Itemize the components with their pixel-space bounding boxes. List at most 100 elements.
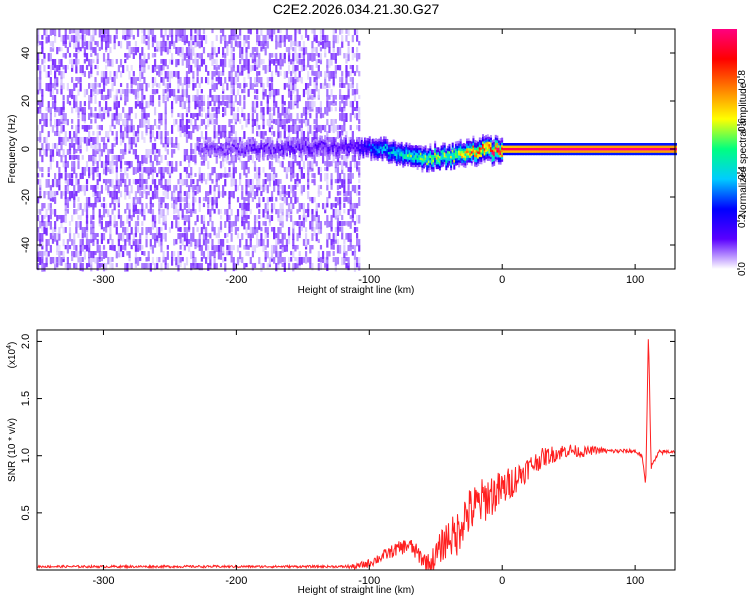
spectrogram-ridge-cell (250, 151, 253, 155)
spectrogram-ridge-cell (384, 138, 387, 142)
spectrogram-cell (292, 65, 295, 74)
spectrogram-cell (304, 119, 308, 127)
spectrogram-ridge-cell (215, 146, 218, 149)
spectrogram-cell (338, 65, 342, 71)
spectrogram-ridge-cell (504, 150, 507, 153)
spectrogram-ridge-cell (469, 145, 472, 149)
spectrogram-ridge-cell (395, 149, 398, 152)
spectrogram-cell (311, 173, 314, 178)
spectrogram-cell (132, 77, 135, 85)
spectrogram-cell (51, 95, 55, 101)
spectrogram-cell (128, 239, 131, 246)
spectrogram-cell (341, 131, 344, 136)
spectrogram-ridge-cell (277, 155, 280, 159)
spectrogram-ridge-cell (472, 138, 475, 141)
spectrogram-cell (268, 29, 272, 38)
spectrogram-cell (196, 263, 199, 270)
spectrogram-cell (183, 89, 186, 97)
spectrogram-ridge-cell (496, 145, 499, 148)
spectrogram-ridge-cell (448, 163, 451, 166)
spectrogram-cell (213, 59, 216, 64)
spectrogram-cell (164, 47, 167, 53)
spectrogram-cell (60, 71, 63, 80)
spectrogram-cell (102, 161, 106, 169)
spectrogram-cell (279, 29, 282, 34)
spectrogram-ridge-cell (351, 151, 354, 154)
spectrogram-ridge-cell (474, 164, 477, 167)
spectrogram-cell (217, 125, 220, 134)
spectrogram-cell (145, 59, 148, 64)
spectrogram-ridge-cell (429, 155, 432, 158)
spectrogram-cell (347, 245, 350, 252)
spectrogram-cell (96, 161, 99, 169)
spectrogram-cell (105, 35, 108, 44)
spectrogram-ridge-cell (209, 147, 212, 151)
spectrogram-cell (224, 125, 227, 133)
spectrogram-cell (330, 119, 333, 126)
spectrogram-cell (151, 203, 155, 208)
spectrogram-cell (281, 203, 284, 212)
spectrogram-cell (353, 89, 357, 95)
spectrogram-cell (236, 113, 240, 122)
spectrogram-ridge-cell (426, 169, 429, 173)
spectrogram-cell (283, 131, 286, 139)
spectrogram-ridge-cell (525, 145, 528, 148)
spectrogram-cell (132, 137, 135, 145)
spectrogram-cell (62, 161, 65, 168)
spectrogram-cell (75, 77, 78, 82)
spectrogram-ridge-cell (421, 157, 424, 161)
spectrogram-cell (296, 59, 299, 64)
spectrogram-cell (62, 191, 65, 196)
spectrogram-cell (241, 161, 244, 170)
spectrogram-ridge-cell (424, 162, 427, 165)
spectrogram-cell (247, 113, 250, 120)
spectrogram-cell (253, 215, 257, 221)
spectrogram-cell (177, 47, 180, 56)
spectrogram-cell (222, 47, 225, 55)
spectrogram-cell (168, 59, 172, 65)
spectrogram-cell (277, 257, 280, 265)
spectrogram-ridge-cell (284, 152, 287, 156)
spectrogram-cell (37, 215, 40, 222)
spectrogram-cell (119, 173, 123, 181)
spectrogram-cell (190, 65, 193, 73)
spectrogram-cell (256, 89, 259, 95)
spectrogram-cell (153, 77, 157, 86)
spectrogram-cell (166, 185, 169, 192)
spectrogram-cell (164, 203, 167, 209)
spectrogram-ridge-cell (319, 147, 322, 150)
spectrogram-cell (60, 83, 63, 90)
spectrogram-cell (251, 59, 254, 64)
spectrogram-cell (328, 59, 331, 68)
spectrogram-cell (192, 83, 195, 91)
spectrogram-cell (39, 131, 42, 140)
spectrogram-cell (96, 83, 99, 88)
spectrogram-ridge-cell (210, 146, 213, 150)
spectrogram-ridge-cell (446, 145, 449, 149)
spectrogram-ridge-cell (458, 140, 461, 144)
spectrogram-cell (281, 257, 284, 263)
spectrogram-ridge-cell (354, 142, 357, 145)
spectrogram-cell (287, 191, 291, 198)
spectrogram-cell (149, 227, 152, 236)
spectrogram-cell (219, 59, 223, 67)
spectrogram-cell (324, 221, 327, 226)
spectrogram-cell (109, 71, 112, 80)
spectrogram-cell (111, 59, 114, 68)
spectrogram-cell (166, 143, 169, 148)
spectrogram-ridge-cell (494, 144, 497, 148)
spectrogram-cell (75, 191, 78, 197)
spectrogram-cell (185, 119, 189, 125)
spectrogram-cell (249, 83, 252, 90)
spectrogram-ridge-cell (222, 150, 225, 154)
spectrogram-cell (215, 83, 218, 90)
spectrogram-ridge-cell (214, 147, 217, 151)
spectrogram-cell (296, 173, 299, 182)
spectrogram-ridge-cell (553, 152, 556, 156)
spectrogram-cell (307, 107, 310, 116)
spectrogram-ridge-cell (260, 146, 263, 150)
spectrogram-cell (196, 59, 199, 68)
spectrogram-ridge-cell (494, 154, 497, 157)
spectrogram-ridge-cell (429, 145, 432, 149)
spectrogram-cell (341, 257, 344, 266)
